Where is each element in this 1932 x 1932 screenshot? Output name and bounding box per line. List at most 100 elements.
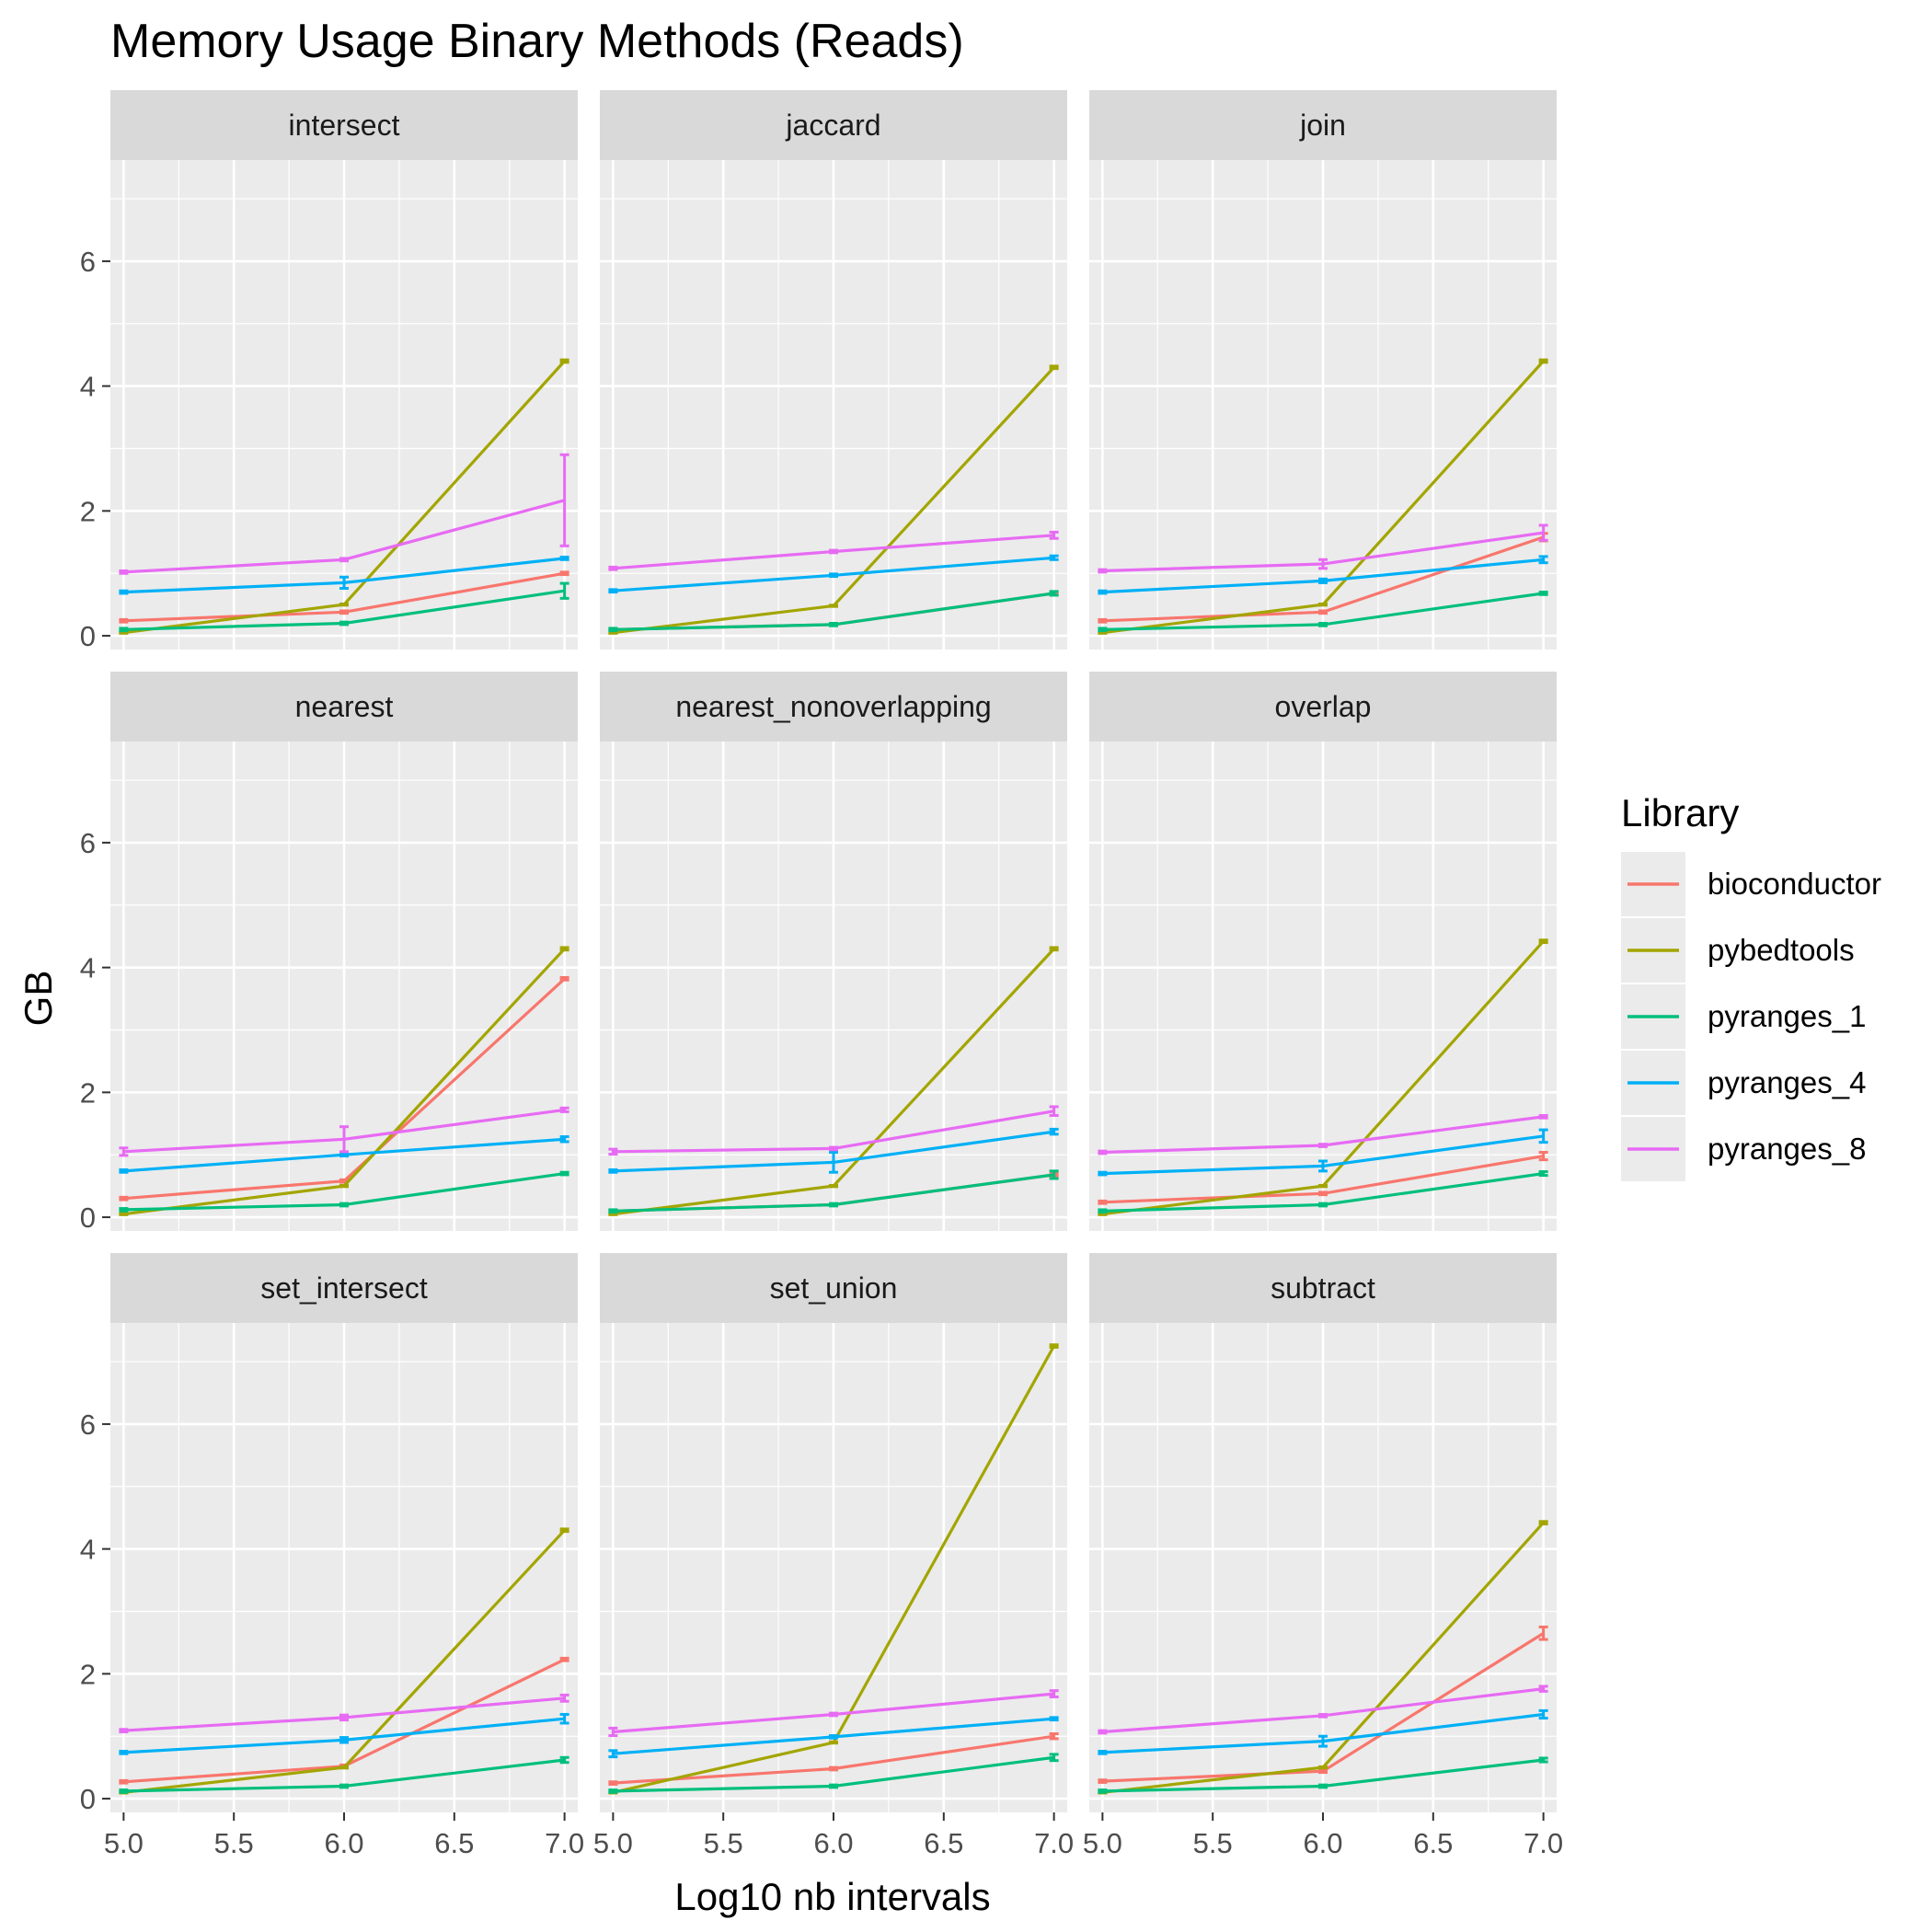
error-bar — [829, 1202, 838, 1208]
chart-title: Memory Usage Binary Methods (Reads) — [110, 15, 964, 68]
series-pybedtools — [1098, 1520, 1548, 1795]
legend-label: pyranges_4 — [1708, 1065, 1866, 1099]
error-bar — [1538, 1128, 1548, 1144]
series-pyranges-8 — [608, 1105, 1059, 1156]
error-bar — [1049, 1753, 1059, 1763]
error-bar — [1098, 568, 1108, 574]
legend-item-pybedtools: pybedtools — [1621, 918, 1855, 983]
series-pyranges-8 — [1098, 1685, 1548, 1735]
y-tick-label: 4 — [80, 1534, 96, 1566]
error-bar — [1538, 1708, 1548, 1720]
facet-nearest: nearest — [110, 672, 578, 1231]
series-pyranges-1 — [608, 590, 1059, 633]
error-bar — [559, 946, 569, 952]
facet-strip-label: nearest — [295, 690, 394, 723]
facet-strip-label: jaccard — [785, 109, 880, 142]
error-bar — [1098, 1199, 1108, 1205]
series-pyranges-4 — [1098, 555, 1548, 595]
error-bar — [608, 1147, 618, 1156]
error-bar — [559, 570, 569, 577]
x-tick-label: 5.5 — [214, 1827, 254, 1859]
error-bar — [339, 557, 349, 563]
error-bar — [1538, 1113, 1548, 1120]
facet-join: join — [1089, 90, 1557, 650]
x-axis-label: Log10 nb intervals — [674, 1875, 990, 1918]
series-pyranges-4 — [1098, 1128, 1548, 1177]
error-bar — [119, 1207, 129, 1213]
error-bar — [1318, 558, 1328, 570]
series-pyranges-8 — [119, 453, 569, 575]
error-bar — [1538, 591, 1548, 596]
facet-nearest-nonoverlapping: nearest_nonoverlapping — [600, 672, 1067, 1231]
y-tick-label: 2 — [80, 1658, 96, 1690]
error-bar — [559, 1170, 569, 1177]
x-tick-label: 7.0 — [1034, 1827, 1074, 1859]
error-bar — [119, 1788, 129, 1794]
legend-item-pyranges-1: pyranges_1 — [1621, 984, 1866, 1049]
y-axis-label: GB — [17, 971, 60, 1027]
error-bar — [339, 1736, 349, 1744]
y-tick-label: 2 — [80, 1076, 96, 1109]
error-bar — [339, 1713, 349, 1722]
error-bar — [1098, 1212, 1108, 1216]
series-pyranges-1 — [608, 1169, 1059, 1214]
series-pyranges-4 — [119, 1712, 569, 1755]
error-bar — [119, 630, 129, 635]
x-tick-label: 7.0 — [545, 1827, 584, 1859]
facet-strip — [110, 1253, 578, 1323]
series-pyranges-1 — [1098, 591, 1548, 633]
facet-jaccard: jaccard — [600, 90, 1067, 650]
facet-intersect: intersect — [110, 90, 578, 650]
facet-strip-label: join — [1299, 109, 1346, 142]
error-bar — [1098, 1778, 1108, 1784]
error-bar — [339, 1765, 349, 1770]
legend-label: pyranges_8 — [1708, 1132, 1866, 1166]
error-bar — [608, 1726, 618, 1738]
x-tick-label: 5.5 — [1193, 1827, 1233, 1859]
error-bar — [608, 1780, 618, 1786]
legend-item-bioconductor: bioconductor — [1621, 852, 1881, 916]
error-bar — [119, 1168, 129, 1174]
error-bar — [119, 569, 129, 575]
error-bar — [1318, 577, 1328, 584]
error-bar — [1318, 1712, 1328, 1719]
error-bar — [559, 1693, 569, 1703]
x-tick-label: 6.0 — [324, 1827, 363, 1859]
error-bar — [1318, 1768, 1328, 1775]
series-bioconductor — [608, 1732, 1059, 1786]
series-pyranges-4 — [119, 556, 569, 595]
facet-strip-label: subtract — [1271, 1271, 1375, 1305]
legend-item-pyranges-8: pyranges_8 — [1621, 1117, 1866, 1181]
series-pyranges-4 — [608, 1716, 1059, 1759]
legend-items: bioconductor pybedtools pyranges_1 pyranges… — [1621, 852, 1881, 1181]
error-bar — [1098, 1170, 1108, 1177]
series-pyranges-4 — [1098, 1708, 1548, 1755]
error-bar — [1538, 1625, 1548, 1641]
series-pyranges-4 — [119, 1135, 569, 1174]
error-bar — [339, 609, 349, 615]
error-bar — [559, 1755, 569, 1765]
x-tick-label: 5.0 — [593, 1827, 633, 1859]
x-tick-label: 7.0 — [1524, 1827, 1563, 1859]
error-bar — [829, 572, 838, 579]
error-bar — [119, 1750, 129, 1755]
error-bar — [1049, 1127, 1059, 1136]
error-bar — [1049, 1689, 1059, 1698]
y-tick-label: 0 — [80, 1202, 96, 1234]
facet-strip — [110, 90, 578, 160]
series-pyranges-4 — [608, 1127, 1059, 1174]
error-bar — [608, 1212, 618, 1216]
series-pyranges-4 — [608, 554, 1059, 594]
x-tick-label: 5.0 — [1083, 1827, 1122, 1859]
error-bar — [119, 1778, 129, 1785]
error-bar — [1049, 554, 1059, 561]
error-bar — [1318, 1202, 1328, 1208]
error-bar — [1098, 627, 1108, 633]
error-bar — [1098, 617, 1108, 624]
error-bar — [1318, 1783, 1328, 1789]
error-bar — [608, 1788, 618, 1794]
error-bar — [1049, 590, 1059, 597]
error-bar — [559, 1656, 569, 1662]
error-bar — [1318, 1190, 1328, 1197]
